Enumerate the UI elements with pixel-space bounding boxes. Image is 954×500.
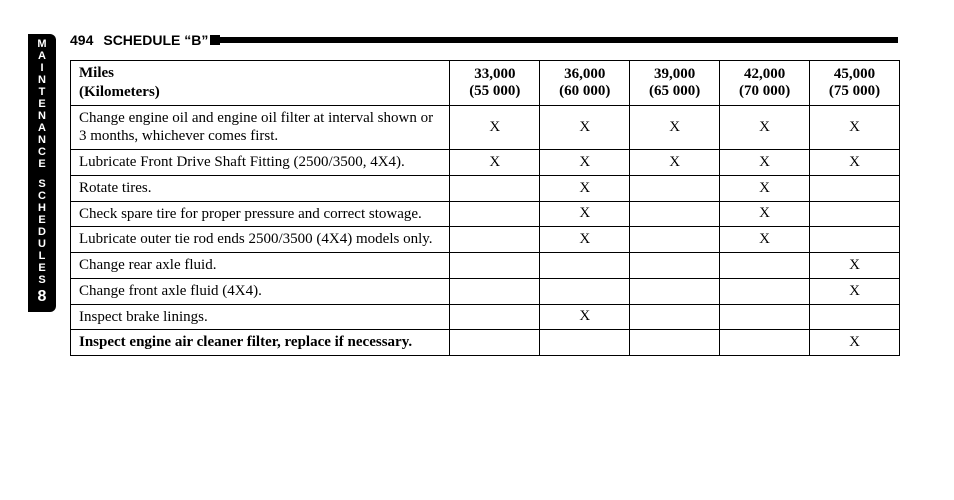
side-tab-gap [28,170,56,178]
row-mark [630,253,720,279]
table-row: Lubricate Front Drive Shaft Fitting (250… [71,150,900,176]
row-mark [720,304,810,330]
page-number: 494 [70,32,93,48]
row-mark [630,175,720,201]
row-mark [810,227,900,253]
side-tab-word-2: SCHEDULES [28,178,56,286]
header-miles-1: 36,000 [548,66,621,83]
table-row: Change rear axle fluid. X [71,253,900,279]
row-mark [810,175,900,201]
row-mark [450,227,540,253]
row-mark [450,304,540,330]
row-desc: Change rear axle fluid. [71,253,450,279]
row-mark: X [810,330,900,356]
row-mark: X [540,105,630,150]
header-miles-0: 33,000 [458,66,531,83]
row-desc: Inspect engine air cleaner filter, repla… [71,330,450,356]
row-mark: X [720,201,810,227]
table-row: Rotate tires. X X [71,175,900,201]
header-km-3: (70 000) [728,83,801,100]
row-mark [720,253,810,279]
row-mark: X [810,253,900,279]
kilometers-label: (Kilometers) [79,83,441,102]
row-mark: X [720,175,810,201]
row-mark [630,201,720,227]
header-desc-cell: Miles(Kilometers) [71,61,450,106]
row-mark: X [540,201,630,227]
table-row: Lubricate outer tie rod ends 2500/3500 (… [71,227,900,253]
row-mark: X [720,227,810,253]
header-miles-3: 42,000 [728,66,801,83]
row-desc: Lubricate outer tie rod ends 2500/3500 (… [71,227,450,253]
header-km-1: (60 000) [548,83,621,100]
row-mark [450,278,540,304]
side-tab-chapter: 8 [28,288,56,306]
table-header-row: Miles(Kilometers)33,000(55 000)36,000(60… [71,61,900,106]
table-row: Inspect engine air cleaner filter, repla… [71,330,900,356]
table-row: Check spare tire for proper pressure and… [71,201,900,227]
row-mark: X [810,278,900,304]
row-mark: X [720,105,810,150]
table-row: Change front axle fluid (4X4). X [71,278,900,304]
header-km-4: (75 000) [818,83,891,100]
row-mark [630,278,720,304]
row-mark [810,304,900,330]
table-row: Change engine oil and engine oil filter … [71,105,900,150]
row-desc: Check spare tire for proper pressure and… [71,201,450,227]
side-tab-word-1: MAINTENANCE [28,38,56,170]
row-mark [540,330,630,356]
row-mark [450,175,540,201]
header-col-4: 45,000(75 000) [810,61,900,106]
header-miles-4: 45,000 [818,66,891,83]
row-desc: Lubricate Front Drive Shaft Fitting (250… [71,150,450,176]
row-mark: X [540,304,630,330]
page-header: 494 SCHEDULE “B” [70,32,898,48]
side-tab: MAINTENANCE SCHEDULES 8 [28,34,56,312]
table-row: Inspect brake linings. X [71,304,900,330]
maintenance-table: Miles(Kilometers)33,000(55 000)36,000(60… [70,60,900,356]
page: MAINTENANCE SCHEDULES 8 494 SCHEDULE “B”… [0,0,954,500]
row-mark: X [450,150,540,176]
row-mark: X [810,105,900,150]
row-mark [450,330,540,356]
header-km-0: (55 000) [458,83,531,100]
miles-label: Miles [79,64,441,83]
maintenance-table-body: Miles(Kilometers)33,000(55 000)36,000(60… [71,61,900,356]
row-mark [630,304,720,330]
row-desc: Inspect brake linings. [71,304,450,330]
row-mark: X [810,150,900,176]
row-mark [450,253,540,279]
header-col-1: 36,000(60 000) [540,61,630,106]
row-mark: X [720,150,810,176]
row-mark [720,278,810,304]
header-col-0: 33,000(55 000) [450,61,540,106]
header-km-2: (65 000) [638,83,711,100]
row-mark [810,201,900,227]
row-mark [630,227,720,253]
row-mark [540,253,630,279]
row-mark [720,330,810,356]
header-rule [218,37,898,43]
row-desc: Change front axle fluid (4X4). [71,278,450,304]
row-mark: X [540,227,630,253]
header-col-2: 39,000(65 000) [630,61,720,106]
header-miles-2: 39,000 [638,66,711,83]
row-desc: Change engine oil and engine oil filter … [71,105,450,150]
row-mark [450,201,540,227]
row-desc: Rotate tires. [71,175,450,201]
row-mark [540,278,630,304]
page-title: SCHEDULE “B” [103,32,208,48]
row-mark [630,330,720,356]
row-mark: X [540,175,630,201]
row-mark: X [630,105,720,150]
row-mark: X [540,150,630,176]
row-mark: X [450,105,540,150]
header-col-3: 42,000(70 000) [720,61,810,106]
row-mark: X [630,150,720,176]
